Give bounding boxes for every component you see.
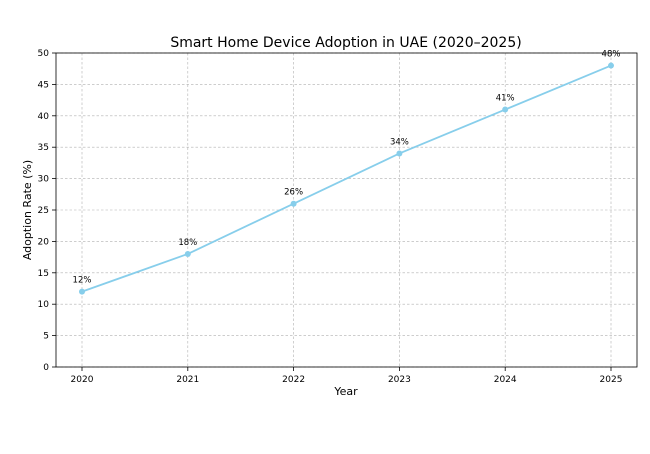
plot-frame bbox=[55, 52, 638, 368]
x-tick-label: 2024 bbox=[494, 375, 517, 385]
y-tick-label: 35 bbox=[38, 143, 49, 153]
data-label: 26% bbox=[284, 188, 303, 198]
y-axis-label: Adoption Rate (%) bbox=[21, 160, 34, 260]
data-label: 12% bbox=[73, 276, 92, 286]
y-tick-label: 45 bbox=[38, 80, 49, 90]
data-point bbox=[608, 62, 614, 69]
data-point bbox=[184, 250, 191, 257]
y-tick-label: 50 bbox=[38, 49, 50, 59]
data-point bbox=[290, 200, 297, 207]
y-tick-label: 20 bbox=[38, 237, 50, 247]
x-axis-label: Year bbox=[333, 385, 358, 398]
data-label: 18% bbox=[178, 238, 197, 248]
y-tick-label: 40 bbox=[38, 112, 50, 122]
y-tick-label: 10 bbox=[38, 300, 50, 310]
y-tick-label: 15 bbox=[38, 269, 49, 279]
chart-title: Smart Home Device Adoption in UAE (2020–… bbox=[170, 35, 521, 51]
y-tick-label: 5 bbox=[43, 332, 49, 342]
data-point bbox=[502, 106, 509, 113]
x-tick-label: 2022 bbox=[282, 375, 305, 385]
y-tick-label: 25 bbox=[38, 206, 49, 216]
x-tick-label: 2025 bbox=[600, 375, 623, 385]
x-tick-label: 2020 bbox=[71, 375, 94, 385]
x-tick-label: 2023 bbox=[388, 375, 411, 385]
data-point bbox=[79, 288, 85, 295]
series-layer bbox=[79, 62, 614, 295]
grid-lines bbox=[56, 52, 637, 368]
y-tick-label: 30 bbox=[38, 175, 50, 185]
series-line bbox=[81, 64, 612, 293]
data-labels: 12% 18% 26% 34% 41% 48% bbox=[73, 50, 621, 286]
data-label: 34% bbox=[390, 137, 409, 147]
data-label: 48% bbox=[602, 50, 621, 60]
x-tick-label: 2021 bbox=[176, 375, 199, 385]
y-tick-label: 0 bbox=[43, 363, 49, 373]
data-label: 41% bbox=[496, 94, 515, 104]
data-point bbox=[396, 150, 403, 157]
